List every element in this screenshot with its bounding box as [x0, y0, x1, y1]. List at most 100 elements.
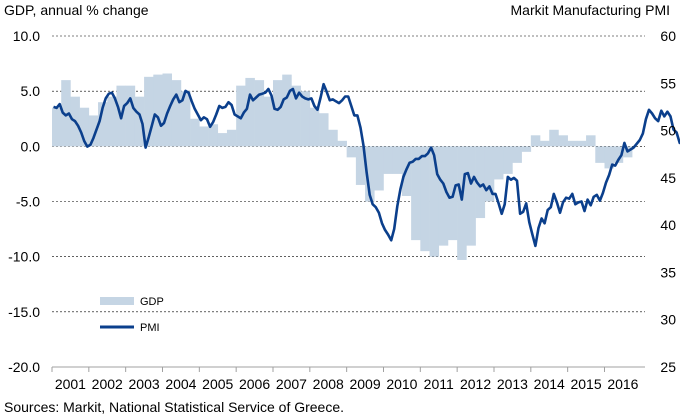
gdp-bar	[199, 126, 209, 147]
x-tick-label: 2006	[239, 376, 270, 392]
x-tick-label: 2008	[313, 376, 344, 392]
right-tick-label: 35	[660, 264, 676, 280]
axes: 10.0 5.0 0.0 -5.0 -10.0 -15.0 -20.0 60 55 50 45 40 3…	[8, 28, 676, 392]
left-tick-label: -5.0	[16, 194, 40, 210]
source-note: Sources: Markit, National Statistical Se…	[4, 399, 345, 415]
gdp-bar	[613, 146, 624, 163]
gdp-bar	[208, 124, 219, 147]
left-tick-label: -15.0	[8, 304, 40, 320]
gdp-bar	[346, 146, 357, 158]
gdp-bar	[125, 85, 136, 147]
gdp-bar	[549, 129, 559, 147]
gdp-bar	[429, 146, 440, 257]
left-tick-label: -10.0	[8, 249, 40, 265]
right-tick-label: 55	[660, 75, 676, 91]
right-tick-label: 50	[660, 123, 676, 139]
x-tick-label: 2012	[460, 376, 491, 392]
gdp-bar	[291, 85, 301, 147]
x-tick-label: 2011	[424, 376, 454, 392]
gdp-bar	[107, 96, 117, 147]
legend: GDP PMI	[100, 296, 164, 334]
gdp-bar	[420, 146, 430, 252]
gdp-bar	[604, 146, 614, 169]
gridlines	[52, 35, 645, 313]
gdp-bar	[540, 140, 550, 147]
right-tick-label: 25	[660, 359, 676, 375]
gdp-bar	[52, 107, 62, 147]
gdp-bar	[153, 74, 163, 147]
gdp-bar	[392, 146, 403, 174]
right-tick-label: 40	[660, 217, 676, 233]
legend-gdp-swatch	[100, 297, 134, 305]
gdp-bar	[503, 146, 513, 174]
pmi-line-layer	[53, 82, 680, 248]
gdp-bar	[309, 107, 320, 147]
gdp-bar	[61, 80, 71, 147]
gdp-bar	[512, 146, 522, 163]
right-tick-label: 60	[660, 28, 676, 44]
gdp-bar	[438, 146, 449, 246]
gdp-bar	[171, 80, 182, 147]
left-tick-label: 0.0	[21, 138, 41, 154]
x-tick-label: 2003	[129, 376, 160, 392]
gdp-bar	[475, 146, 486, 219]
gdp-bar	[586, 135, 596, 147]
gdp-bar	[411, 146, 421, 241]
gdp-bar	[79, 107, 90, 147]
right-axis-title: Markit Manufacturing PMI	[510, 2, 671, 18]
gdp-bar	[374, 146, 384, 191]
gdp-bar	[180, 91, 191, 147]
gdp-bar	[254, 80, 265, 147]
legend-pmi-label: PMI	[140, 322, 160, 334]
x-tick-label: 2009	[349, 376, 380, 392]
pmi-line	[53, 82, 680, 248]
gdp-bar	[245, 77, 255, 147]
left-tick-label: 10.0	[13, 28, 40, 44]
x-tick-label: 2002	[92, 376, 123, 392]
gdp-bar	[98, 102, 108, 147]
left-tick-label: -20.0	[8, 359, 40, 375]
gdp-bar	[484, 146, 495, 202]
gdp-bar	[365, 146, 375, 202]
gdp-bar	[567, 140, 578, 147]
x-tick-label: 2004	[165, 376, 196, 392]
left-tick-label: 5.0	[21, 83, 41, 99]
gdp-bar	[272, 80, 283, 147]
gdp-bar	[530, 135, 541, 147]
gdp-bar	[576, 140, 587, 147]
gdp-bar	[263, 96, 274, 147]
gdp-bar	[217, 133, 228, 147]
gdp-bar	[466, 146, 476, 246]
gdp-bar	[282, 74, 292, 147]
gdp-bar	[190, 118, 200, 147]
x-tick-label: 2013	[497, 376, 528, 392]
x-tick-label: 2001	[55, 376, 86, 392]
gdp-bar	[134, 96, 145, 147]
legend-gdp-label: GDP	[140, 296, 164, 308]
gdp-bar	[383, 146, 393, 174]
gdp-bar	[337, 140, 347, 147]
gdp-bar	[457, 146, 467, 260]
x-tick-label: 2007	[276, 376, 307, 392]
x-tick-label: 2014	[534, 376, 565, 392]
gdp-bar	[144, 76, 154, 147]
gdp-bar	[595, 146, 605, 163]
x-tick-label: 2010	[386, 376, 417, 392]
gdp-bar	[88, 115, 99, 147]
gdp-bar	[558, 135, 568, 147]
gdp-bar	[319, 113, 329, 147]
gdp-bar	[355, 146, 366, 185]
gdp-bar	[521, 146, 532, 152]
gdp-bar	[493, 146, 504, 180]
gdp-bar	[226, 129, 237, 147]
gdp-bar	[328, 129, 338, 147]
x-tick-label: 2015	[570, 376, 601, 392]
left-axis-title: GDP, annual % change	[4, 2, 149, 18]
gdp-bars	[52, 73, 633, 260]
right-tick-label: 45	[660, 170, 676, 186]
right-tick-label: 30	[660, 312, 676, 328]
gdp-bar	[300, 91, 311, 147]
x-tick-label: 2016	[607, 376, 638, 392]
x-tick-label: 2005	[202, 376, 233, 392]
